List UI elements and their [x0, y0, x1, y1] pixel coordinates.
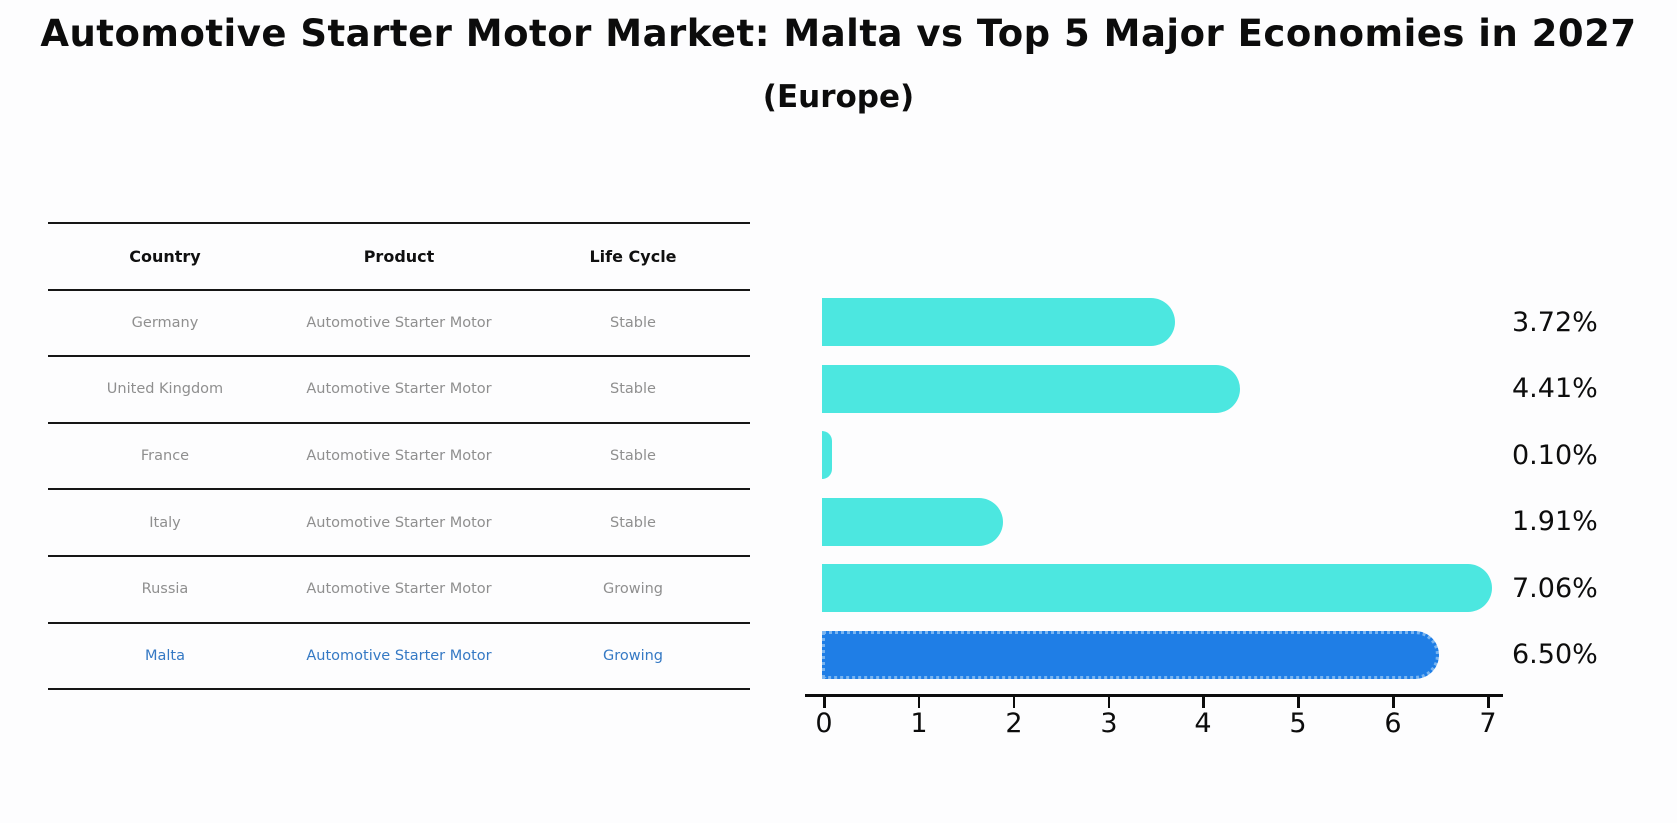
table-row-germany: Germany Automotive Starter Motor Stable — [48, 288, 750, 356]
column-header-product: Product — [363, 246, 435, 266]
value-label-united-kingdom: 4.41% — [1512, 373, 1598, 404]
product-cell: Automotive Starter Motor — [306, 381, 492, 398]
x-tick-label: 1 — [910, 708, 928, 739]
table-row-france: France Automotive Starter Motor Stable — [48, 421, 750, 489]
bar-united-kingdom — [822, 364, 1241, 413]
country-cell: Italy — [149, 514, 181, 531]
country-cell: United Kingdom — [106, 381, 224, 398]
x-axis-line — [805, 694, 1503, 697]
life-cycle-cell: Growing — [602, 581, 664, 598]
value-label-germany: 3.72% — [1512, 307, 1598, 338]
country-info-table: Country Product Life Cycle Germany Autom… — [48, 222, 750, 690]
bar-germany — [822, 298, 1175, 346]
x-tick-label: 3 — [1100, 708, 1118, 739]
x-axis-tick — [1012, 697, 1016, 708]
page-title: Automotive Starter Motor Market: Malta v… — [40, 12, 1637, 55]
table-row-malta: Malta Automotive Starter Motor Growing — [48, 621, 750, 690]
life-cycle-cell: Stable — [610, 381, 656, 398]
x-tick-label: 4 — [1194, 708, 1212, 739]
bar-malta — [822, 630, 1439, 679]
table-row-russia: Russia Automotive Starter Motor Growing — [48, 554, 750, 622]
life-cycle-cell: Stable — [610, 314, 656, 331]
x-axis-tick — [1107, 697, 1111, 708]
life-cycle-cell: Stable — [610, 514, 656, 531]
x-tick-label: 0 — [815, 708, 833, 739]
product-cell: Automotive Starter Motor — [306, 448, 492, 465]
table-row-united-kingdom: United Kingdom Automotive Starter Motor … — [48, 355, 750, 422]
page-subtitle: (Europe) — [762, 79, 915, 115]
country-cell: Malta — [145, 647, 185, 664]
product-cell: Automotive Starter Motor — [306, 647, 492, 664]
column-header-life-cycle: Life Cycle — [589, 246, 677, 266]
x-tick-label: 6 — [1384, 708, 1402, 739]
bar-italy — [822, 497, 1004, 546]
value-label-italy: 1.91% — [1512, 506, 1598, 537]
x-axis-tick — [1487, 697, 1490, 708]
life-cycle-cell: Stable — [610, 448, 656, 465]
life-cycle-cell: Growing — [602, 647, 664, 664]
product-cell: Automotive Starter Motor — [306, 514, 492, 531]
value-label-russia: 7.06% — [1512, 573, 1598, 604]
x-axis-tick — [1392, 697, 1395, 708]
value-label-france: 0.10% — [1512, 440, 1598, 471]
country-cell: Germany — [131, 314, 199, 331]
table-header-row: Country Product Life Cycle — [48, 222, 750, 289]
country-cell: France — [140, 448, 190, 465]
country-cell: Russia — [141, 581, 189, 598]
x-axis-tick — [823, 697, 826, 708]
x-tick-label: 7 — [1479, 708, 1497, 739]
bar-russia — [822, 564, 1492, 612]
x-axis-tick — [1297, 697, 1300, 708]
x-tick-label: 2 — [1005, 708, 1023, 739]
x-axis-tick — [1202, 697, 1205, 708]
table-row-italy: Italy Automotive Starter Motor Stable — [48, 488, 750, 555]
value-label-malta: 6.50% — [1512, 639, 1598, 670]
column-header-country: Country — [129, 246, 201, 266]
bar-france — [822, 431, 832, 479]
x-axis-tick — [917, 697, 921, 708]
x-tick-label: 5 — [1289, 708, 1307, 739]
product-cell: Automotive Starter Motor — [306, 581, 492, 598]
product-cell: Automotive Starter Motor — [306, 314, 492, 331]
